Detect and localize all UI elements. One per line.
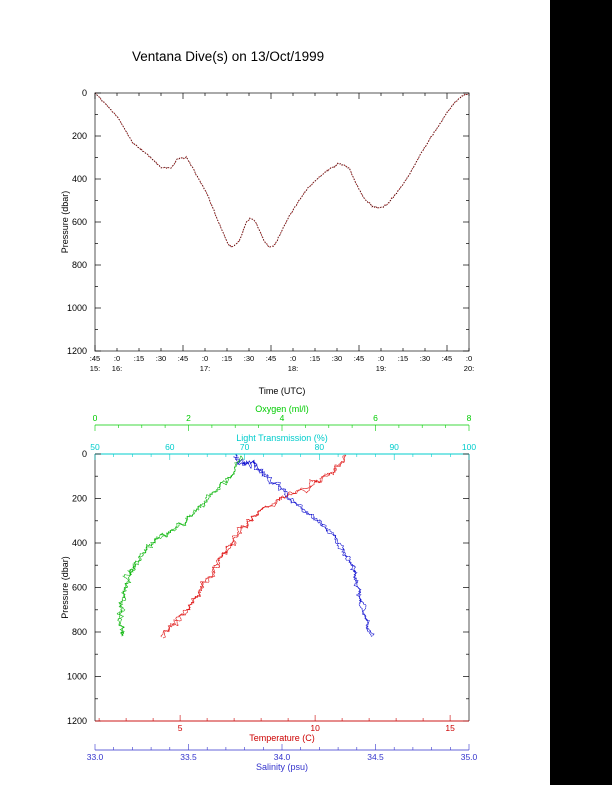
svg-text:60: 60 xyxy=(165,442,175,452)
svg-text:33.0: 33.0 xyxy=(87,752,104,762)
svg-text::45: :45 xyxy=(178,354,188,363)
svg-text:19:: 19: xyxy=(376,364,386,373)
svg-text::0: :0 xyxy=(202,354,208,363)
svg-text::0: :0 xyxy=(290,354,296,363)
svg-text:5: 5 xyxy=(178,723,183,733)
svg-text:600: 600 xyxy=(72,217,87,227)
svg-text:4: 4 xyxy=(280,413,285,423)
svg-text:20:: 20: xyxy=(464,364,474,373)
svg-text::15: :15 xyxy=(222,354,232,363)
svg-text:1200: 1200 xyxy=(67,346,87,356)
svg-text::45: :45 xyxy=(442,354,452,363)
svg-text:0: 0 xyxy=(82,88,87,98)
svg-text:15: 15 xyxy=(445,723,455,733)
svg-text::0: :0 xyxy=(114,354,120,363)
svg-text::15: :15 xyxy=(310,354,320,363)
svg-text:50: 50 xyxy=(90,442,100,452)
svg-text:100: 100 xyxy=(462,442,476,452)
svg-text:800: 800 xyxy=(72,260,87,270)
svg-text::45: :45 xyxy=(90,354,100,363)
svg-text:0: 0 xyxy=(93,413,98,423)
svg-text:0: 0 xyxy=(82,449,87,459)
svg-text:1000: 1000 xyxy=(67,672,87,682)
svg-text:90: 90 xyxy=(389,442,399,452)
svg-text::15: :15 xyxy=(134,354,144,363)
svg-text:200: 200 xyxy=(72,131,87,141)
svg-text:33.5: 33.5 xyxy=(180,752,197,762)
svg-text:1200: 1200 xyxy=(67,716,87,726)
svg-text:2: 2 xyxy=(186,413,191,423)
svg-text::45: :45 xyxy=(266,354,276,363)
svg-text:70: 70 xyxy=(240,442,250,452)
svg-text:Salinity (psu): Salinity (psu) xyxy=(256,762,308,772)
svg-text:1000: 1000 xyxy=(67,303,87,313)
svg-text::15: :15 xyxy=(398,354,408,363)
svg-text:200: 200 xyxy=(72,494,87,504)
svg-text:15:: 15: xyxy=(90,364,100,373)
svg-text:Time (UTC): Time (UTC) xyxy=(259,386,306,396)
svg-text:8: 8 xyxy=(467,413,472,423)
svg-text:600: 600 xyxy=(72,583,87,593)
svg-text:Light Transmission (%): Light Transmission (%) xyxy=(236,433,328,443)
svg-text::0: :0 xyxy=(378,354,384,363)
svg-text:Temperature (C): Temperature (C) xyxy=(249,733,315,743)
svg-text:18:: 18: xyxy=(288,364,298,373)
svg-text:16:: 16: xyxy=(112,364,122,373)
svg-text:Pressure (dbar): Pressure (dbar) xyxy=(60,556,70,619)
svg-text:Oxygen (ml/l): Oxygen (ml/l) xyxy=(255,404,309,414)
svg-text:400: 400 xyxy=(72,538,87,548)
svg-text:400: 400 xyxy=(72,174,87,184)
svg-text::0: :0 xyxy=(466,354,472,363)
svg-text:34.5: 34.5 xyxy=(367,752,384,762)
svg-text:800: 800 xyxy=(72,627,87,637)
svg-text:10: 10 xyxy=(310,723,320,733)
svg-text::45: :45 xyxy=(354,354,364,363)
svg-text::30: :30 xyxy=(244,354,254,363)
svg-text:Pressure (dbar): Pressure (dbar) xyxy=(60,191,70,254)
svg-text:Ventana Dive(s) on 13/Oct/1999: Ventana Dive(s) on 13/Oct/1999 xyxy=(132,49,324,64)
svg-text:17:: 17: xyxy=(200,364,210,373)
svg-text:35.0: 35.0 xyxy=(461,752,478,762)
svg-text:34.0: 34.0 xyxy=(274,752,291,762)
svg-text:6: 6 xyxy=(373,413,378,423)
svg-text::30: :30 xyxy=(420,354,430,363)
svg-text:80: 80 xyxy=(315,442,325,452)
svg-text::30: :30 xyxy=(156,354,166,363)
svg-text::30: :30 xyxy=(332,354,342,363)
